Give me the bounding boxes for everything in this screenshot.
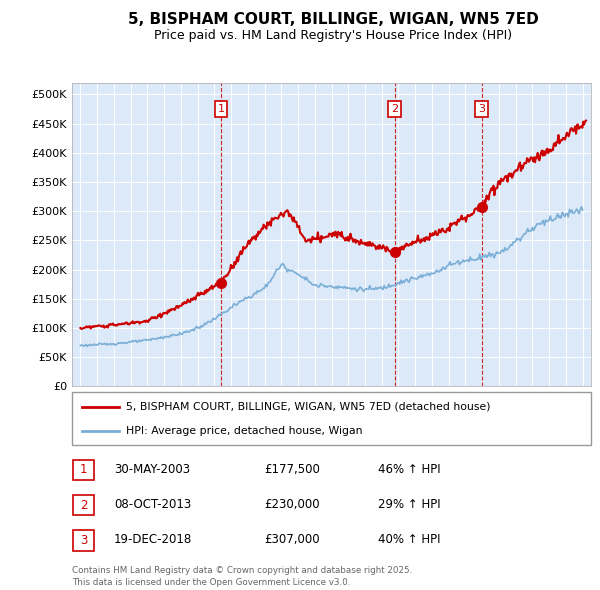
Text: 1: 1 <box>80 463 87 476</box>
Text: 29% ↑ HPI: 29% ↑ HPI <box>378 498 440 511</box>
Text: Contains HM Land Registry data © Crown copyright and database right 2025.
This d: Contains HM Land Registry data © Crown c… <box>72 566 412 587</box>
Text: 08-OCT-2013: 08-OCT-2013 <box>114 498 191 511</box>
Text: 3: 3 <box>478 104 485 114</box>
Text: 3: 3 <box>80 534 87 547</box>
Text: £307,000: £307,000 <box>264 533 320 546</box>
Text: £230,000: £230,000 <box>264 498 320 511</box>
Text: 46% ↑ HPI: 46% ↑ HPI <box>378 463 440 476</box>
Text: 1: 1 <box>218 104 224 114</box>
Text: £177,500: £177,500 <box>264 463 320 476</box>
Text: 5, BISPHAM COURT, BILLINGE, WIGAN, WN5 7ED: 5, BISPHAM COURT, BILLINGE, WIGAN, WN5 7… <box>128 12 538 27</box>
Text: Price paid vs. HM Land Registry's House Price Index (HPI): Price paid vs. HM Land Registry's House … <box>154 29 512 42</box>
Text: 2: 2 <box>391 104 398 114</box>
Text: 40% ↑ HPI: 40% ↑ HPI <box>378 533 440 546</box>
Text: 19-DEC-2018: 19-DEC-2018 <box>114 533 192 546</box>
Text: 2: 2 <box>80 499 87 512</box>
Text: HPI: Average price, detached house, Wigan: HPI: Average price, detached house, Wiga… <box>127 426 363 436</box>
Text: 5, BISPHAM COURT, BILLINGE, WIGAN, WN5 7ED (detached house): 5, BISPHAM COURT, BILLINGE, WIGAN, WN5 7… <box>127 402 491 412</box>
Text: 30-MAY-2003: 30-MAY-2003 <box>114 463 190 476</box>
